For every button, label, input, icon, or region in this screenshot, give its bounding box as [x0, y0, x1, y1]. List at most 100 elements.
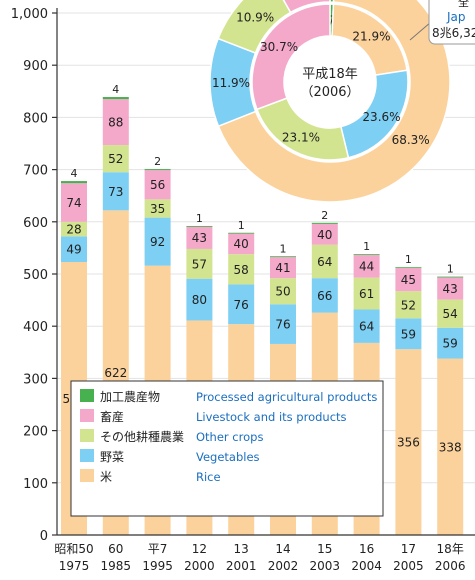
- data-label: 66: [317, 289, 332, 303]
- bar-segment: [437, 327, 464, 359]
- x-tick-label: 15: [317, 542, 332, 556]
- legend-swatch: [80, 429, 94, 442]
- bar-segment: [228, 284, 255, 325]
- bar-segment: [395, 267, 422, 269]
- bar-segment: [270, 278, 296, 305]
- callout-text: 8兆6,32: [432, 26, 475, 40]
- y-tick-label: 0: [40, 529, 48, 544]
- bar-segment: [61, 183, 87, 222]
- bar-segment: [144, 217, 171, 266]
- x-tick-label: 2001: [226, 559, 257, 573]
- data-label: 57: [192, 257, 207, 271]
- donut-label: 10.9%: [236, 11, 274, 25]
- bar-segment: [228, 254, 255, 285]
- data-label: 80: [192, 293, 207, 307]
- donut-center-label: （2006）: [300, 85, 359, 100]
- data-label: 92: [150, 235, 165, 249]
- y-tick-label: 300: [23, 372, 48, 387]
- data-label: 1: [363, 240, 370, 253]
- x-tick-label: 17: [401, 542, 416, 556]
- bar-segment: [311, 223, 338, 245]
- data-label: 45: [401, 273, 416, 287]
- bar-segment: [270, 256, 296, 279]
- legend-label-en: Rice: [196, 470, 221, 484]
- y-tick-label: 500: [23, 268, 48, 283]
- data-label: 1: [238, 219, 245, 232]
- data-label: 1: [196, 212, 203, 225]
- bar-segment: [186, 225, 213, 227]
- data-label: 88: [108, 116, 123, 130]
- data-label: 338: [439, 440, 462, 454]
- bar-segment: [311, 222, 338, 224]
- bar-segment: [353, 254, 380, 278]
- bar-segment: [311, 244, 338, 279]
- bar-segment: [61, 181, 87, 184]
- legend-swatch: [80, 389, 94, 402]
- data-label: 49: [66, 243, 81, 257]
- bar-segment: [395, 291, 422, 319]
- bar-segment: [102, 145, 129, 173]
- legend-swatch: [80, 449, 94, 462]
- data-label: 74: [66, 196, 81, 210]
- legend-label: 野菜: [100, 450, 124, 464]
- bar-segment: [102, 99, 129, 146]
- data-label: 356: [397, 436, 420, 450]
- legend-label: 畜産: [100, 409, 124, 424]
- donut-label: 11.9%: [212, 76, 250, 90]
- bar-segment: [61, 221, 87, 237]
- y-tick-label: 1,000: [11, 7, 48, 22]
- bar-segment: [437, 276, 464, 278]
- callout-text: 全: [458, 0, 469, 9]
- bar-segment: [228, 233, 255, 255]
- x-tick-label: 平7: [148, 542, 168, 556]
- x-tick-label: 1975: [59, 559, 90, 573]
- data-label: 44: [359, 260, 374, 274]
- data-label: 73: [108, 185, 123, 199]
- data-label: 4: [112, 83, 119, 96]
- donut-label: 21.9%: [352, 29, 390, 43]
- x-tick-label: 14: [275, 542, 290, 556]
- data-label: 4: [71, 167, 78, 180]
- bar-segment: [61, 236, 87, 262]
- legend-swatch: [80, 469, 94, 482]
- bar-segment: [144, 170, 171, 200]
- x-tick-label: 2004: [351, 559, 382, 573]
- data-label: 76: [234, 298, 249, 312]
- bar-segment: [186, 248, 213, 279]
- x-tick-label: 2000: [184, 559, 215, 573]
- data-label: 64: [317, 255, 332, 269]
- y-tick-label: 700: [23, 164, 48, 179]
- data-label: 76: [275, 318, 290, 332]
- data-label: 59: [443, 337, 458, 351]
- donut-label: 23.1%: [282, 130, 320, 144]
- bar-segment: [437, 277, 464, 300]
- bar-segment: [270, 256, 296, 258]
- y-tick-label: 600: [23, 216, 48, 231]
- x-tick-label: 18年: [437, 542, 464, 556]
- data-label: 64: [359, 320, 374, 334]
- x-tick-label: 2005: [393, 559, 424, 573]
- data-label: 40: [317, 228, 332, 242]
- data-label: 52: [401, 298, 416, 312]
- donut-slice: [217, 0, 451, 203]
- y-tick-label: 400: [23, 320, 48, 335]
- donut-label: 30.7%: [260, 40, 298, 54]
- data-label: 40: [234, 237, 249, 251]
- bar-segment: [186, 226, 213, 249]
- data-label: 622: [104, 366, 127, 380]
- bar-segment: [395, 318, 422, 350]
- x-tick-label: 60: [108, 542, 123, 556]
- x-tick-label: 1985: [101, 559, 132, 573]
- bar-segment: [186, 278, 213, 321]
- x-tick-label: 2002: [268, 559, 299, 573]
- donut-label: 23.6%: [362, 110, 400, 124]
- data-label: 28: [66, 223, 81, 237]
- data-label: 52: [108, 152, 123, 166]
- data-label: 1: [447, 263, 454, 276]
- legend-swatch: [80, 409, 94, 422]
- bar-segment: [311, 278, 338, 313]
- data-label: 2: [321, 209, 328, 222]
- x-tick-label: 2006: [435, 559, 466, 573]
- y-tick-label: 100: [23, 477, 48, 492]
